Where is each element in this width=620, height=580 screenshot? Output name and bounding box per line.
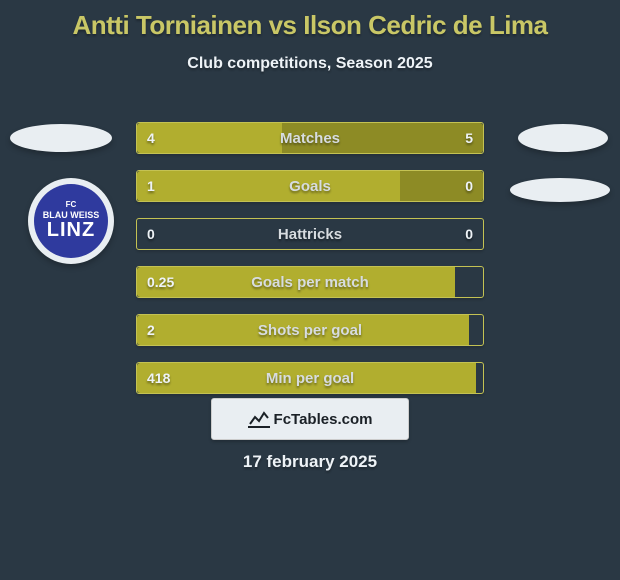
stat-row: 2Shots per goal bbox=[136, 314, 484, 346]
stat-row: 00Hattricks bbox=[136, 218, 484, 250]
date-text: 17 february 2025 bbox=[0, 452, 620, 472]
brand-icon bbox=[248, 410, 270, 428]
badge-line-big: LINZ bbox=[47, 220, 95, 241]
stat-row: 10Goals bbox=[136, 170, 484, 202]
player-right-silhouette-top bbox=[518, 124, 608, 152]
club-badge: FC BLAU WEISS LINZ bbox=[28, 178, 114, 264]
stat-label: Min per goal bbox=[137, 363, 483, 393]
badge-line-fc: FC bbox=[66, 201, 77, 209]
player-left-silhouette bbox=[10, 124, 112, 152]
brand-text: FcTables.com bbox=[274, 411, 373, 428]
brand-box: FcTables.com bbox=[211, 398, 409, 440]
stat-label: Shots per goal bbox=[137, 315, 483, 345]
page-subtitle: Club competitions, Season 2025 bbox=[0, 55, 620, 73]
stat-row: 45Matches bbox=[136, 122, 484, 154]
stat-label: Goals per match bbox=[137, 267, 483, 297]
stat-row: 0.25Goals per match bbox=[136, 266, 484, 298]
stat-label: Goals bbox=[137, 171, 483, 201]
stat-label: Matches bbox=[137, 123, 483, 153]
club-badge-inner: FC BLAU WEISS LINZ bbox=[34, 184, 108, 258]
brand-wrap: FcTables.com bbox=[0, 398, 620, 440]
comparison-bars: 45Matches 10Goals 00Hattricks 0.25Goals per… bbox=[136, 122, 484, 410]
stat-row: 418Min per goal bbox=[136, 362, 484, 394]
page-title: Antti Torniainen vs Ilson Cedric de Lima bbox=[0, 0, 620, 41]
stat-label: Hattricks bbox=[137, 219, 483, 249]
player-right-silhouette-bottom bbox=[510, 178, 610, 202]
